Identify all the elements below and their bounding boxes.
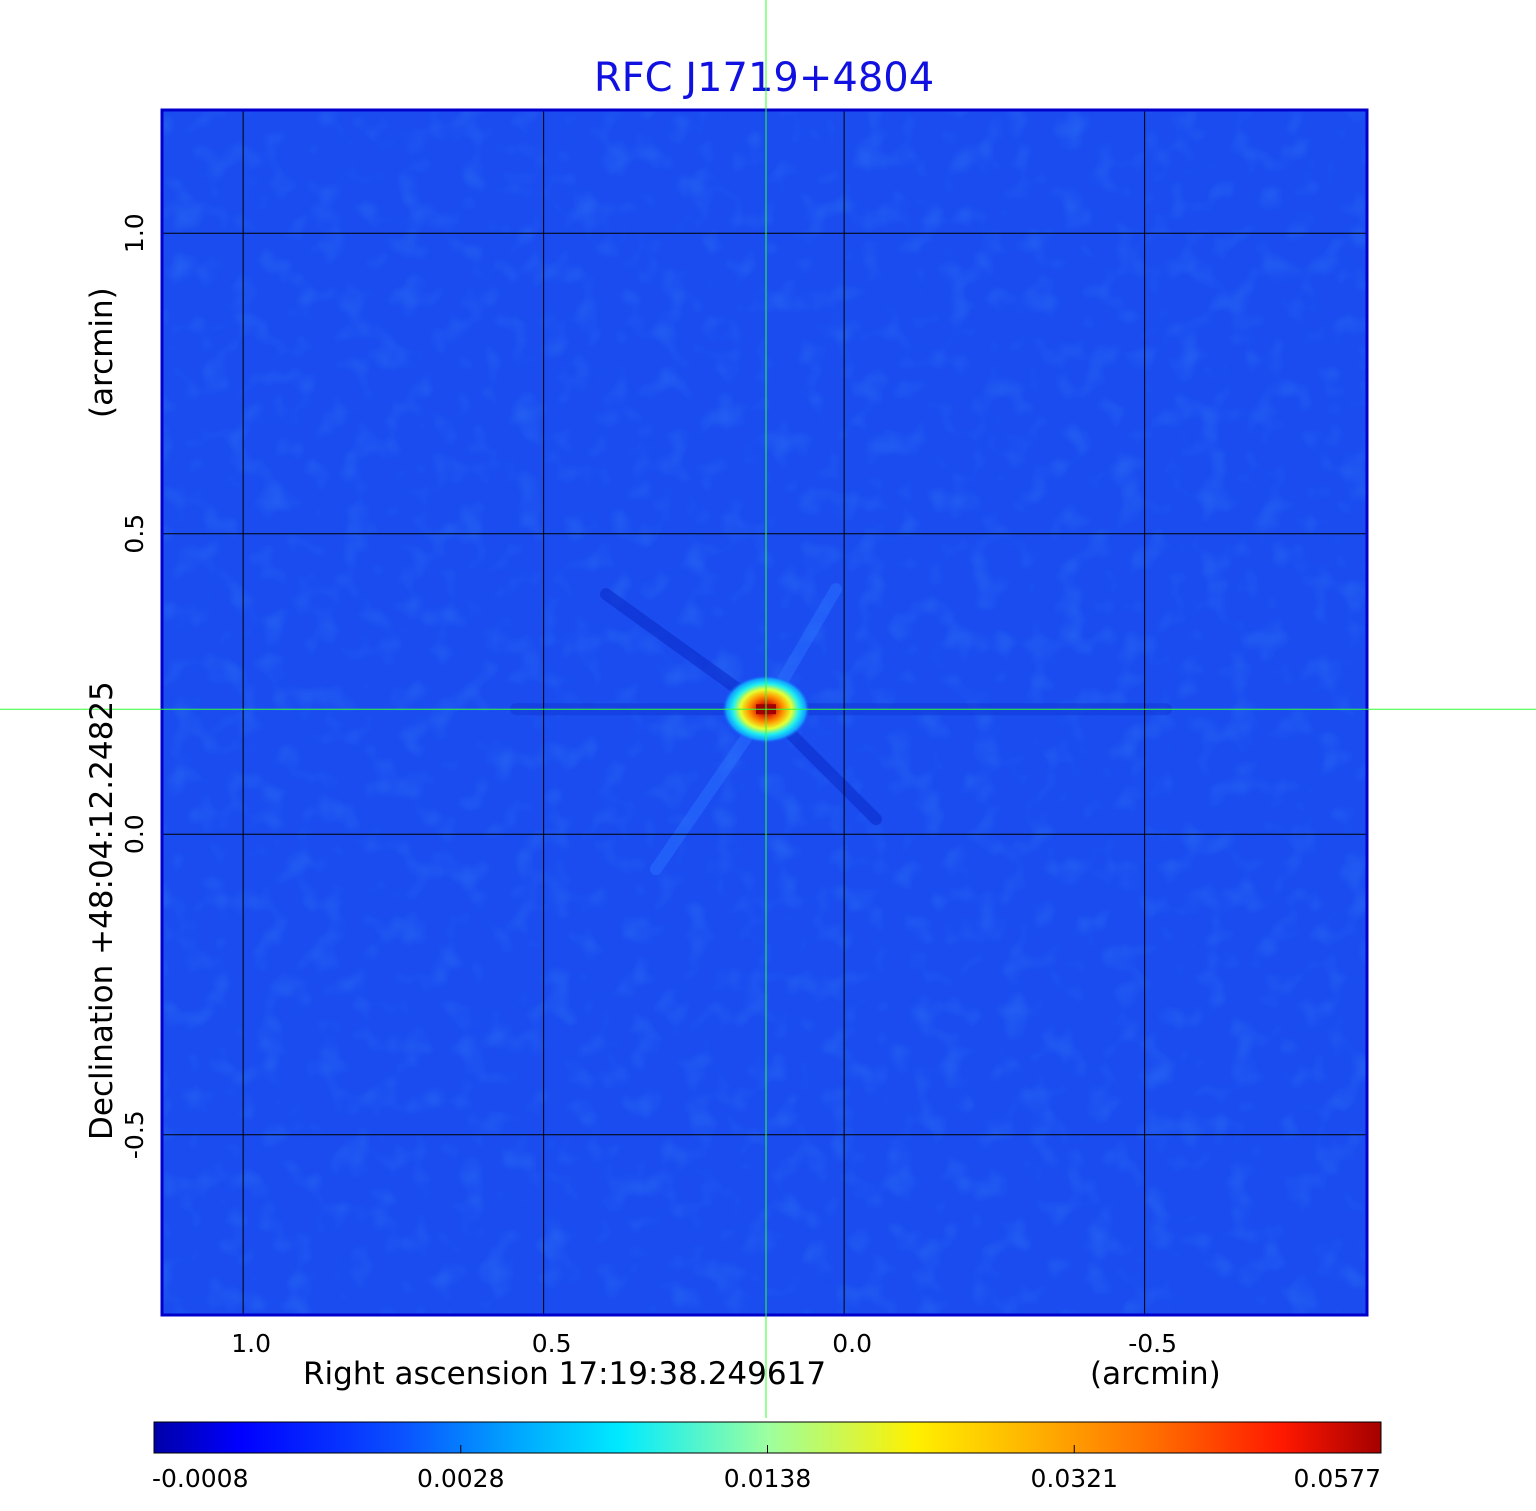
colorbar-ticks: -0.0008 0.0028 0.0138 0.0321 0.0577 [152, 1445, 1382, 1493]
x-axis-unit: (arcmin) [1090, 1356, 1221, 1392]
y-tick-label-3: -0.5 [120, 1110, 149, 1159]
coordinate-grid [162, 110, 1367, 1315]
crosshair [0, 0, 1536, 1418]
y-tick-label-2: 0.0 [120, 814, 149, 854]
y-tick-label-0: 1.0 [120, 213, 149, 253]
colorbar-tick-label-0: -0.0008 [152, 1464, 249, 1493]
map-frame [160, 108, 1369, 1317]
x-axis-label: Right ascension 17:19:38.249617 [303, 1356, 826, 1392]
x-tick-label-2: 0.0 [832, 1329, 872, 1358]
x-tick-labels: 1.0 0.5 0.0 -0.5 [231, 1329, 1177, 1358]
y-tick-label-1: 0.5 [120, 514, 149, 554]
sky-map [162, 110, 1367, 1315]
colorbar-tick-label-3: 0.0321 [1031, 1464, 1118, 1493]
colorbar-tick-label-1: 0.0028 [417, 1464, 504, 1493]
colorbar-tick-label-2: 0.0138 [724, 1464, 811, 1493]
y-tick-labels: 1.0 0.5 0.0 -0.5 [120, 213, 149, 1159]
colorbar-tick-label-4: 0.0577 [1294, 1464, 1381, 1493]
chart-title: RFC J1719+4804 [594, 55, 934, 101]
y-axis-unit: (arcmin) [84, 287, 120, 418]
x-tick-label-0: 1.0 [231, 1329, 271, 1358]
x-tick-label-3: -0.5 [1128, 1329, 1177, 1358]
x-tick-label-1: 0.5 [532, 1329, 572, 1358]
y-axis-label: Declination +48:04:12.24825 [84, 681, 120, 1140]
